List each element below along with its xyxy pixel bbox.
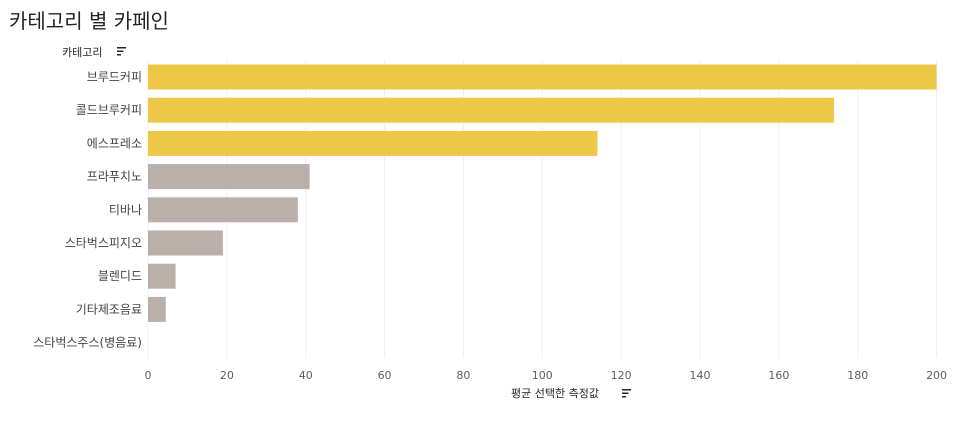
x-axis-sort-icon[interactable]	[622, 389, 631, 398]
category-label[interactable]: 기타제조음료	[76, 302, 142, 316]
x-tick-label: 180	[847, 369, 868, 382]
x-tick-label: 60	[378, 369, 392, 382]
category-label[interactable]: 브루드커피	[87, 70, 142, 84]
x-tick-label: 120	[611, 369, 632, 382]
category-label[interactable]: 프라푸치노	[87, 170, 142, 184]
x-tick-label: 0	[145, 369, 152, 382]
bar[interactable]	[148, 263, 176, 289]
category-label[interactable]: 스타벅스주스(병음료)	[33, 336, 142, 350]
category-label[interactable]: 콜드브루커피	[76, 103, 142, 117]
category-label[interactable]: 블렌디드	[98, 269, 142, 283]
bar[interactable]	[148, 197, 298, 223]
x-tick-label: 200	[926, 369, 947, 382]
category-label[interactable]: 에스프레소	[87, 136, 142, 150]
x-tick-label: 160	[768, 369, 789, 382]
bar[interactable]	[148, 97, 835, 123]
bar[interactable]	[148, 130, 598, 156]
x-tick-label: 80	[456, 369, 470, 382]
chart-title: 카테고리 별 카페인	[9, 9, 169, 33]
category-labels: 브루드커피콜드브루커피에스프레소프라푸치노티바나스타벅스피지오블렌디드기타제조음…	[33, 70, 142, 350]
bar[interactable]	[148, 230, 223, 256]
category-label[interactable]: 티바나	[109, 203, 142, 217]
x-tick-labels: 0 20 40 60 80 100 120 140 160 180 200	[145, 369, 948, 382]
x-tick-label: 100	[532, 369, 553, 382]
x-tick-label: 140	[690, 369, 711, 382]
y-axis-title[interactable]: 카테고리	[62, 46, 102, 59]
category-label[interactable]: 스타벅스피지오	[65, 236, 142, 250]
bars	[148, 64, 937, 322]
x-tick-label: 20	[220, 369, 234, 382]
bar[interactable]	[148, 164, 310, 190]
y-axis-sort-icon[interactable]	[117, 47, 126, 56]
x-axis-title[interactable]: 평균 선택한 측정값	[511, 387, 599, 400]
bar[interactable]	[148, 296, 166, 322]
x-tick-label: 40	[299, 369, 313, 382]
bar[interactable]	[148, 64, 937, 90]
